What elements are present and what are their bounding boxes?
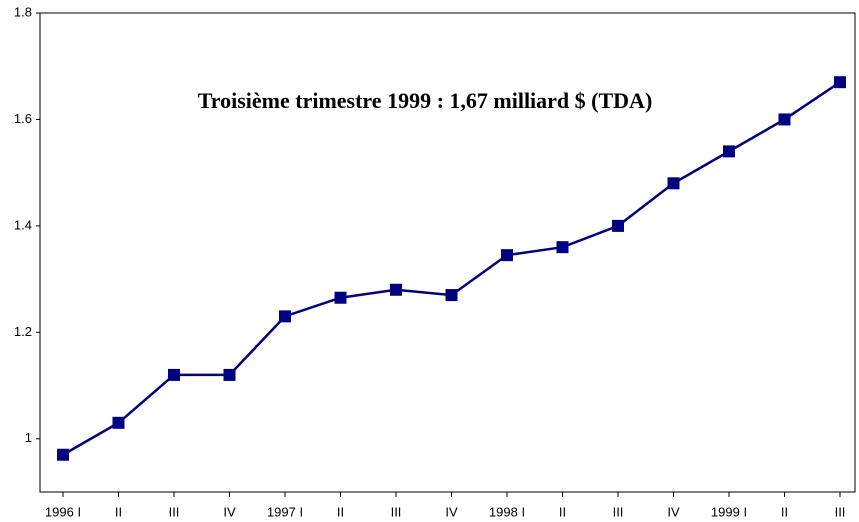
annotation: Troisième trimestre 1999 : 1,67 milliard… (198, 88, 653, 113)
plot-frame (39, 12, 856, 493)
marker (445, 289, 458, 302)
x-tick-label: II (115, 504, 122, 519)
x-tick-label: II (781, 504, 788, 519)
marker (390, 283, 402, 296)
marker (112, 416, 125, 429)
y-tick-label: 1.6 (14, 111, 32, 126)
marker (223, 368, 236, 381)
marker (168, 368, 180, 381)
marker (612, 219, 624, 232)
line (62, 81, 841, 456)
marker (667, 177, 680, 190)
x-tick-label: II (337, 504, 344, 519)
marker (556, 241, 569, 254)
x-tick-label: 1999 I (711, 504, 747, 519)
marker (334, 291, 347, 304)
marker (723, 145, 735, 158)
marker (57, 448, 69, 461)
x-tick-label: 1998 I (489, 504, 525, 519)
x-tick-label: IV (667, 504, 680, 519)
x-tick-label: 1997 I (267, 504, 303, 519)
marker (834, 76, 846, 89)
x-tick-label: IV (223, 504, 236, 519)
y-tick-label: 1.2 (14, 324, 32, 339)
y-tick-label: 1 (25, 430, 32, 445)
x-tick-label: III (169, 504, 180, 519)
x-tick-label: III (613, 504, 624, 519)
y-tick-label: 1.4 (14, 217, 32, 232)
marker (279, 310, 291, 323)
x-tick-label: II (559, 504, 566, 519)
x-tick-label: III (835, 504, 846, 519)
x-tick-label: IV (445, 504, 458, 519)
x-tick-label: 1996 I (45, 504, 81, 519)
marker (501, 249, 513, 262)
x-tick-label: III (391, 504, 402, 519)
marker (778, 113, 791, 126)
y-tick-label: 1.8 (14, 4, 32, 19)
